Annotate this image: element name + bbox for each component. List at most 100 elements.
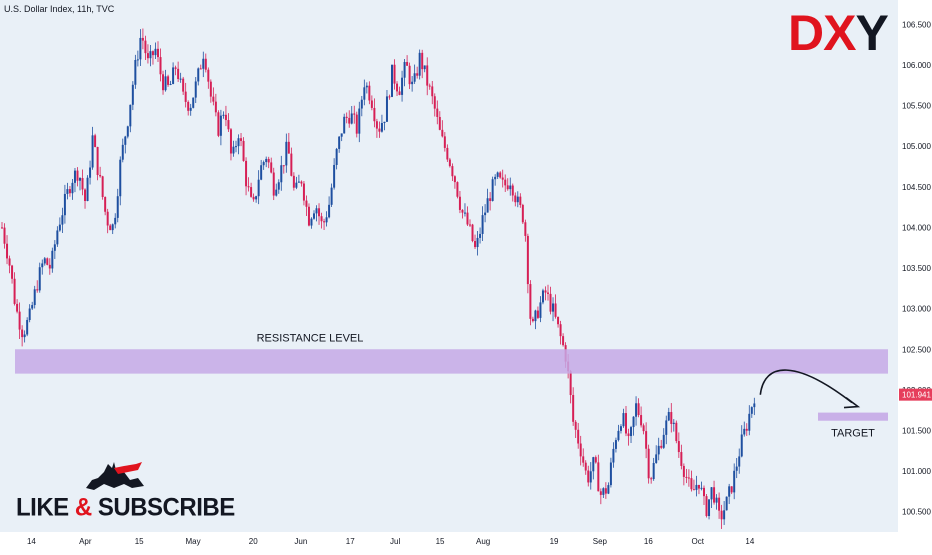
candle-body <box>730 486 733 493</box>
candle-body <box>58 224 61 231</box>
candle-body <box>433 96 436 109</box>
x-tick-label: Aug <box>476 537 490 546</box>
candle-body <box>242 140 245 161</box>
candle-body <box>149 51 152 59</box>
candle-body <box>680 452 683 466</box>
candle-body <box>212 96 215 102</box>
candle-body <box>562 336 565 346</box>
x-tick-label: 20 <box>249 537 258 546</box>
candle-body <box>121 144 124 160</box>
candle-body <box>496 172 499 177</box>
candle-body <box>156 48 159 58</box>
candle-body <box>557 316 560 325</box>
candle-body <box>511 185 514 196</box>
candle-body <box>66 189 69 194</box>
candle-body <box>504 179 507 186</box>
candle-body <box>509 185 512 190</box>
candle-body <box>506 185 509 190</box>
candle-body <box>463 212 466 214</box>
candle-body <box>748 413 751 431</box>
candle-body <box>660 445 663 448</box>
candle-body <box>199 68 202 70</box>
candle-body <box>740 434 743 457</box>
candle-body <box>169 83 172 85</box>
x-tick-label: Apr <box>79 537 92 546</box>
candle-body <box>531 318 534 322</box>
candle-body <box>675 422 678 442</box>
x-tick-label: 15 <box>436 537 445 546</box>
candle-body <box>713 487 716 503</box>
candle-body <box>607 485 610 494</box>
candle-body <box>3 227 6 244</box>
candle-body <box>499 172 502 178</box>
candle-body <box>255 196 258 200</box>
candle-body <box>720 510 723 520</box>
candle-body <box>481 215 484 234</box>
candle-body <box>267 158 270 163</box>
y-tick-label: 103.500 <box>902 264 931 273</box>
candle-body <box>413 73 416 82</box>
candle-body <box>640 415 643 426</box>
candle-body <box>265 158 268 163</box>
price-axis-background <box>898 0 932 532</box>
candle-body <box>162 74 165 91</box>
current-price-label: 101.941 <box>902 391 931 400</box>
candle-body <box>280 165 283 183</box>
candle-body <box>94 135 97 147</box>
like-subscribe-banner: LIKE & SUBSCRIBE <box>16 493 235 522</box>
candle-body <box>307 206 310 226</box>
y-tick-label: 100.500 <box>902 508 931 517</box>
candle-body <box>46 258 49 265</box>
candle-body <box>539 302 542 318</box>
candle-body <box>647 448 650 479</box>
candle-body <box>723 510 726 520</box>
candle-body <box>84 189 87 201</box>
candle-body <box>154 48 157 56</box>
candle-body <box>670 412 673 424</box>
resistance-level-label: RESISTANCE LEVEL <box>257 332 364 344</box>
x-tick-label: Jun <box>294 537 307 546</box>
candle-body <box>393 64 396 84</box>
candle-body <box>753 403 756 408</box>
candle-body <box>390 64 393 97</box>
time-axis-background <box>0 532 932 550</box>
y-tick-label: 104.000 <box>902 223 931 232</box>
candle-body <box>43 258 46 264</box>
candle-body <box>416 73 419 76</box>
candle-body <box>126 126 129 137</box>
candle-body <box>584 462 587 471</box>
candle-body <box>260 165 263 180</box>
candle-body <box>245 160 248 187</box>
candle-body <box>109 225 112 231</box>
candle-body <box>204 58 207 70</box>
candle-body <box>408 65 411 85</box>
x-tick-label: Oct <box>692 537 705 546</box>
candle-body <box>18 311 21 330</box>
candle-body <box>627 433 630 437</box>
candle-body <box>650 478 653 480</box>
candle-body <box>592 457 595 472</box>
candle-body <box>184 91 187 102</box>
candle-body <box>375 121 378 129</box>
candle-body <box>448 159 451 167</box>
candle-body <box>622 413 625 427</box>
candle-body <box>144 40 147 54</box>
candle-body <box>219 115 222 136</box>
candle-body <box>373 107 376 122</box>
candle-body <box>458 196 461 210</box>
candle-body <box>702 487 705 497</box>
candle-body <box>63 193 66 216</box>
candle-body <box>111 224 114 231</box>
candle-body <box>38 267 41 291</box>
candle-body <box>338 136 341 149</box>
candle-body <box>559 324 562 337</box>
candle-body <box>290 153 293 176</box>
candle-body <box>599 491 602 495</box>
candle-body <box>524 222 527 236</box>
dxy-logo: DXY <box>788 8 889 58</box>
candle-body <box>353 113 356 115</box>
candle-body <box>446 147 449 160</box>
candle-body <box>431 86 434 97</box>
candle-body <box>335 148 338 165</box>
